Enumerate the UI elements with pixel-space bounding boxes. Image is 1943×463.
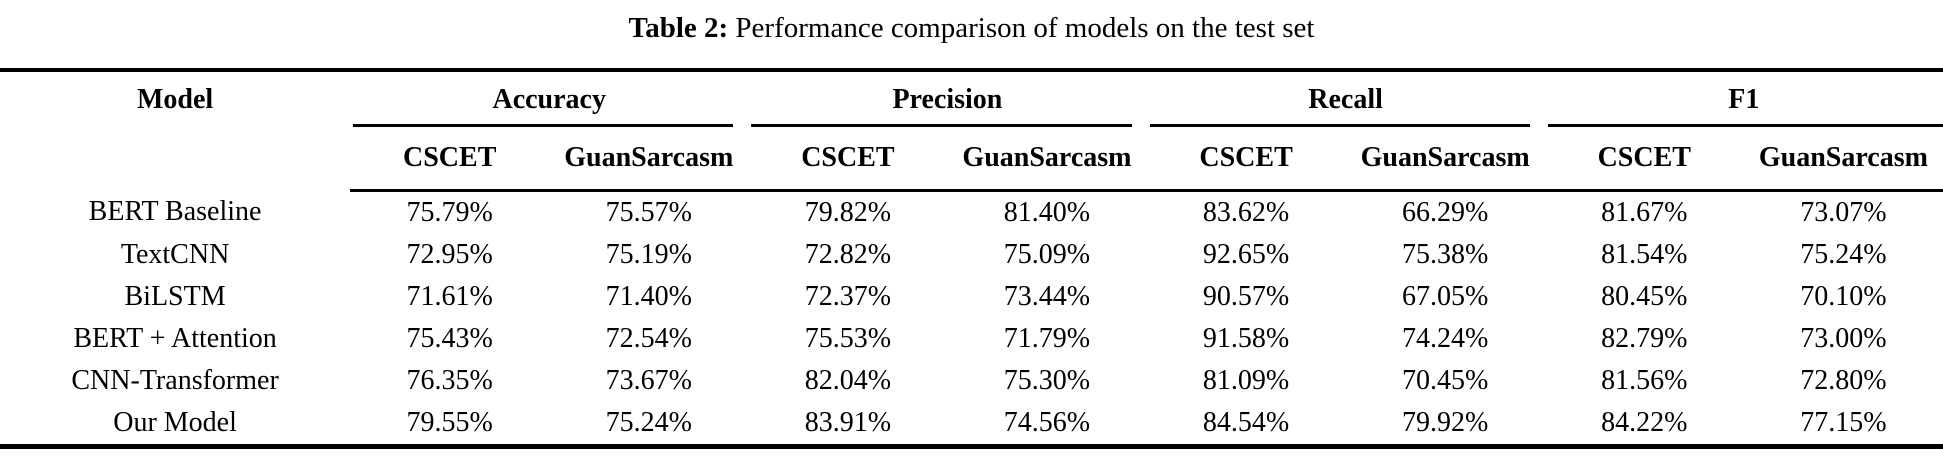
model-name-cell: BERT Baseline <box>88 196 262 228</box>
table-row: CNN-Transformer 76.35% 73.67% 82.04% 75.… <box>0 360 1943 402</box>
metric-value-cell: 66.29% <box>1401 197 1489 228</box>
subcolumn-header-recall-guansarcasm: GuanSarcasm <box>1345 127 1545 192</box>
model-name-cell: CNN-Transformer <box>71 365 279 396</box>
metric-value-cell: 83.91% <box>804 407 892 438</box>
metric-value-cell: 76.35% <box>406 365 493 396</box>
model-name-cell: BiLSTM <box>124 281 226 312</box>
metric-value-cell: 75.43% <box>406 323 493 354</box>
metric-value-cell: 70.45% <box>1401 365 1489 396</box>
model-name-cell: TextCNN <box>120 239 230 270</box>
table-row: BERT Baseline 75.79% 75.57% 79.82% 81.40… <box>0 191 1943 235</box>
metric-value-cell: 84.22% <box>1601 407 1688 438</box>
metric-value-cell: 81.40% <box>1003 197 1091 228</box>
metric-value-cell: 82.79% <box>1601 323 1688 354</box>
metric-value-cell: 81.67% <box>1601 197 1688 228</box>
metric-value-cell: 81.54% <box>1601 239 1688 270</box>
performance-table: Model Accuracy Precision Recall F1 CSCET… <box>0 68 1943 449</box>
metric-value-cell: 75.53% <box>804 323 892 354</box>
metric-value-cell: 80.45% <box>1601 281 1688 312</box>
metric-value-cell: 73.44% <box>1003 281 1091 312</box>
metric-value-cell: 81.09% <box>1202 365 1290 396</box>
table-row: TextCNN 72.95% 75.19% 72.82% 75.09% 92.6… <box>0 234 1943 276</box>
table-caption: Table 2: Performance comparison of model… <box>0 0 1943 68</box>
group-header-row: Model Accuracy Precision Recall F1 <box>0 70 1943 127</box>
metric-value-cell: 72.54% <box>605 323 692 354</box>
table-row: BERT + Attention 75.43% 72.54% 75.53% 71… <box>0 318 1943 360</box>
table-header: Model Accuracy Precision Recall F1 CSCET… <box>0 70 1943 192</box>
group-header-accuracy: Accuracy <box>350 70 748 127</box>
metric-value-cell: 91.58% <box>1202 323 1290 354</box>
metric-value-cell: 71.61% <box>406 281 493 312</box>
table-row: BiLSTM 71.61% 71.40% 72.37% 73.44% 90.57… <box>0 276 1943 318</box>
metric-value-cell: 73.07% <box>1800 197 1887 228</box>
metric-value-cell: 72.82% <box>804 239 892 270</box>
metric-value-cell: 83.62% <box>1202 197 1290 228</box>
subcolumn-header-recall-cscet: CSCET <box>1146 127 1346 192</box>
metric-value-cell: 77.15% <box>1800 407 1887 438</box>
metric-value-cell: 84.54% <box>1202 407 1290 438</box>
metric-value-cell: 75.38% <box>1401 239 1489 270</box>
metric-value-cell: 79.92% <box>1401 407 1489 438</box>
metric-value-cell: 81.56% <box>1601 365 1688 396</box>
subcolumn-header-precision-guansarcasm: GuanSarcasm <box>947 127 1147 192</box>
subcolumn-header-accuracy-cscet: CSCET <box>350 127 550 192</box>
metric-value-cell: 67.05% <box>1401 281 1489 312</box>
subcolumn-header-row: CSCET GuanSarcasm CSCET GuanSarcasm CSCE… <box>0 127 1943 192</box>
metric-value-cell: 75.24% <box>605 407 692 438</box>
model-column-header: Model <box>136 84 214 115</box>
metric-value-cell: 75.09% <box>1003 239 1091 270</box>
table-body: BERT Baseline 75.79% 75.57% 79.82% 81.40… <box>0 191 1943 447</box>
metric-value-cell: 79.82% <box>804 197 892 228</box>
subcolumn-header-f1-guansarcasm: GuanSarcasm <box>1743 127 1943 192</box>
caption-label: Table 2: <box>628 12 729 44</box>
metric-value-cell: 71.79% <box>1003 323 1091 354</box>
subcolumn-header-accuracy-guansarcasm: GuanSarcasm <box>549 127 749 192</box>
group-header-recall: Recall <box>1147 70 1545 127</box>
metric-value-cell: 92.65% <box>1202 239 1290 270</box>
table-row: Our Model 79.55% 75.24% 83.91% 74.56% 84… <box>0 402 1943 447</box>
model-name-cell: BERT + Attention <box>73 323 277 354</box>
metric-value-cell: 72.95% <box>406 239 493 270</box>
metric-value-cell: 73.67% <box>605 365 692 396</box>
subcolumn-header-f1-cscet: CSCET <box>1544 127 1744 192</box>
group-header-f1: F1 <box>1545 70 1943 127</box>
metric-value-cell: 75.19% <box>605 239 692 270</box>
caption-text: Performance comparison of models on the … <box>735 12 1315 44</box>
metric-value-cell: 72.37% <box>804 281 892 312</box>
metric-value-cell: 74.24% <box>1401 323 1489 354</box>
metric-value-cell: 72.80% <box>1800 365 1887 396</box>
metric-value-cell: 73.00% <box>1800 323 1887 354</box>
metric-value-cell: 75.30% <box>1003 365 1091 396</box>
metric-value-cell: 79.55% <box>406 407 493 438</box>
metric-value-cell: 82.04% <box>804 365 892 396</box>
group-header-precision: Precision <box>748 70 1146 127</box>
metric-value-cell: 74.56% <box>1003 407 1091 438</box>
metric-value-cell: 71.40% <box>605 281 692 312</box>
subcolumn-header-precision-cscet: CSCET <box>748 127 948 192</box>
metric-value-cell: 75.24% <box>1800 239 1887 270</box>
metric-value-cell: 70.10% <box>1800 281 1887 312</box>
metric-value-cell: 90.57% <box>1202 281 1290 312</box>
metric-value-cell: 75.79% <box>406 197 493 228</box>
metric-value-cell: 75.57% <box>605 197 692 228</box>
model-name-cell: Our Model <box>113 407 237 438</box>
